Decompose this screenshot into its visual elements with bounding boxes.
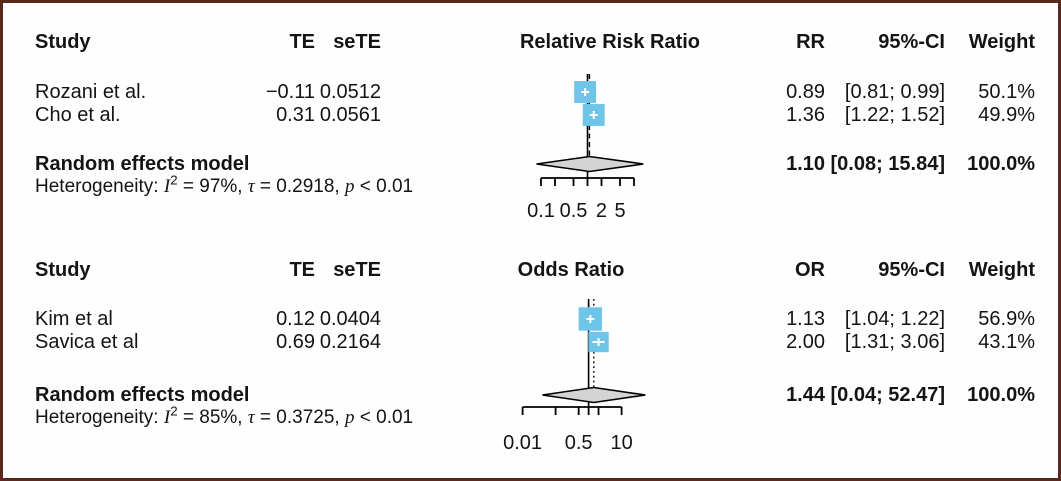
heterogeneity-note: Heterogeneity: I2 = 97%, τ = 0.2918, p <…	[35, 172, 414, 198]
het-i-symbol: I	[163, 176, 171, 197]
het-p-symbol: p	[344, 407, 355, 428]
table-row: Cho et al. 0.31 0.0561 1.36 [1.22; 1.52]…	[3, 104, 1058, 127]
te-value: 0.12	[276, 308, 315, 330]
column-header-effect: RR	[796, 31, 825, 53]
column-header-weight: Weight	[968, 259, 1035, 281]
het-text: = 85%,	[177, 407, 248, 428]
panel2-forest-plot: 0.01 0.5 10	[503, 299, 646, 454]
ci-value: [1.31; 3.06]	[844, 331, 945, 353]
heterogeneity-note: Heterogeneity: I2 = 85%, τ = 0.3725, p <…	[35, 403, 414, 429]
ci-value: [1.22; 1.52]	[844, 104, 945, 126]
het-i-symbol: I	[163, 407, 171, 428]
study-name: Kim et al	[35, 308, 113, 330]
summary-weight: 100.0%	[967, 153, 1035, 175]
column-header-study: Study	[35, 259, 91, 281]
het-p-symbol: p	[344, 176, 355, 197]
table-row: Savica et al 0.69 0.2164 2.00 [1.31; 3.0…	[3, 331, 1058, 354]
summary-diamond	[542, 386, 646, 404]
het-i-sup: 2	[170, 172, 178, 188]
table-row: Kim et al 0.12 0.0404 1.13 [1.04; 1.22] …	[3, 308, 1058, 331]
study-name: Cho et al.	[35, 104, 121, 126]
panel2-header-row: Study TE seTE OR 95%-CI Weight	[3, 259, 1058, 282]
column-header-te: TE	[289, 31, 315, 53]
column-header-te: TE	[289, 259, 315, 281]
summary-effect: 1.44	[786, 384, 825, 406]
het-i-sup: 2	[170, 403, 178, 419]
het-text: Heterogeneity:	[35, 176, 164, 197]
panel1-forest-plot: 0.1 0.5 2 5	[527, 74, 644, 222]
sete-value: 0.0512	[319, 81, 381, 103]
summary-effect: 1.10	[786, 153, 825, 175]
axis-tick-label: 0.1	[527, 200, 555, 222]
column-header-sete: seTE	[333, 31, 381, 53]
ci-value: [0.81; 0.99]	[844, 81, 945, 103]
effect-value: 2.00	[786, 331, 825, 353]
summary-label: Random effects model	[35, 153, 250, 175]
summary-weight: 100.0%	[967, 384, 1035, 406]
summary-row: Random effects model 1.10 [0.08; 15.84] …	[3, 153, 1058, 176]
column-header-sete: seTE	[333, 259, 381, 281]
sete-value: 0.2164	[319, 331, 381, 353]
het-text: = 0.2918,	[254, 176, 345, 197]
study-name: Savica et al	[35, 331, 139, 353]
het-text: < 0.01	[354, 176, 414, 197]
panel2-plot-title: Odds Ratio	[517, 259, 625, 281]
column-header-ci: 95%-CI	[878, 31, 945, 53]
effect-value: 0.89	[786, 81, 825, 103]
het-tau-symbol: τ	[247, 407, 255, 428]
ci-value: [1.04; 1.22]	[844, 308, 945, 330]
effect-value: 1.13	[786, 308, 825, 330]
weight-value: 56.9%	[978, 308, 1035, 330]
panel1-plot-title: Relative Risk Ratio	[519, 31, 701, 53]
axis-tick-label: 0.5	[560, 200, 588, 222]
column-header-ci: 95%-CI	[878, 259, 945, 281]
column-header-effect: OR	[795, 259, 825, 281]
het-text: Heterogeneity:	[35, 407, 164, 428]
sete-value: 0.0561	[319, 104, 381, 126]
weight-value: 50.1%	[978, 81, 1035, 103]
study-name: Rozani et al.	[35, 81, 147, 103]
effect-value: 1.36	[786, 104, 825, 126]
het-text: = 0.3725,	[254, 407, 345, 428]
axis-tick-label: 2	[596, 200, 607, 222]
te-value: 0.31	[276, 104, 315, 126]
axis-tick-label: 10	[610, 432, 632, 454]
axis-tick-label: 0.01	[503, 432, 542, 454]
column-header-weight: Weight	[968, 31, 1035, 53]
table-row: Rozani et al. −0.11 0.0512 0.89 [0.81; 0…	[3, 81, 1058, 104]
summary-ci: [0.08; 15.84]	[830, 153, 945, 175]
te-value: 0.69	[276, 331, 315, 353]
panel1-header-row: Study TE seTE RR 95%-CI Weight	[3, 31, 1058, 54]
het-text: = 97%,	[177, 176, 248, 197]
axis-tick-label: 0.5	[565, 432, 593, 454]
column-header-study: Study	[35, 31, 91, 53]
weight-value: 49.9%	[978, 104, 1035, 126]
summary-label: Random effects model	[35, 384, 250, 406]
sete-value: 0.0404	[319, 308, 381, 330]
summary-diamond	[536, 155, 644, 173]
te-value: −0.11	[265, 81, 315, 103]
weight-value: 43.1%	[978, 331, 1035, 353]
axis-tick-label: 5	[614, 200, 625, 222]
summary-ci: [0.04; 52.47]	[830, 384, 945, 406]
summary-row: Random effects model 1.44 [0.04; 52.47] …	[3, 384, 1058, 407]
het-text: < 0.01	[354, 407, 414, 428]
het-tau-symbol: τ	[247, 176, 255, 197]
